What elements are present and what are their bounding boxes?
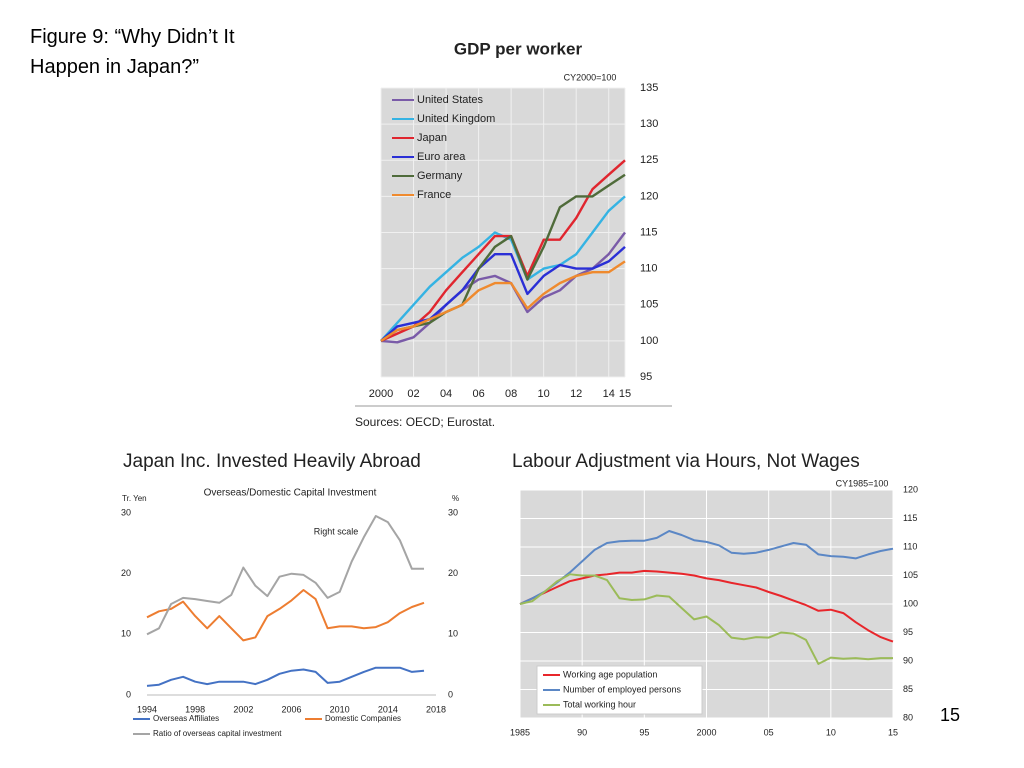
chart-title: Japan Inc. Invested Heavily Abroad: [123, 451, 421, 472]
y-tick-label: 85: [903, 684, 913, 694]
series-line: [146, 589, 425, 642]
y-tick-label: 100: [640, 335, 658, 347]
x-tick-label: 12: [570, 388, 582, 400]
legend-label: Working age population: [563, 669, 657, 679]
x-tick-label: 1985: [510, 727, 530, 737]
series-line: [146, 666, 425, 687]
series-line: [380, 246, 626, 342]
slide-title: Figure 9: “Why Didn’t It Happen in Japan…: [30, 26, 235, 78]
series-line: [380, 231, 626, 344]
x-tick-label: 2000: [369, 388, 393, 400]
x-tick-label: 95: [639, 727, 649, 737]
legend-label: United Kingdom: [417, 113, 495, 125]
x-tick-label: 2018: [426, 704, 446, 714]
series-line: [146, 515, 424, 636]
y-tick-label: 130: [640, 118, 658, 130]
y2-axis-label: %: [452, 494, 459, 503]
y-tick-label: 0: [126, 689, 131, 699]
y-tick-label: 20: [121, 568, 131, 578]
series-line: [519, 530, 894, 605]
legend-label: Japan: [417, 132, 447, 144]
x-tick-label: 2000: [696, 727, 716, 737]
legend-label: Overseas Affiliates: [153, 714, 219, 723]
x-tick-label: 90: [577, 727, 587, 737]
y-tick-label: 110: [640, 263, 658, 275]
y-axis-label: Tr. Yen: [122, 494, 147, 503]
x-tick-label: 05: [764, 727, 774, 737]
legend-label: Domestic Companies: [325, 714, 401, 723]
x-tick-label: 1998: [185, 704, 205, 714]
y-tick-label: 135: [640, 82, 658, 94]
y-tick-label: 95: [903, 627, 913, 637]
annotation: CY2000=100: [564, 72, 617, 82]
y-tick-label: 125: [640, 154, 658, 166]
y-tick-label: 105: [903, 570, 918, 580]
legend-label: Total working hour: [563, 699, 636, 709]
source: Sources: OECD; Eurostat.: [355, 415, 495, 429]
chart-subtitle: Overseas/Domestic Capital Investment: [204, 488, 377, 499]
x-tick-label: 1994: [137, 704, 157, 714]
x-tick-label: 08: [505, 388, 517, 400]
y-tick-label: 120: [903, 484, 918, 494]
y2-tick-label: 0: [448, 689, 453, 699]
legend-box: [536, 665, 703, 715]
x-tick-label: 2010: [330, 704, 350, 714]
legend-label: United States: [417, 94, 484, 106]
legend-label: Germany: [417, 170, 463, 182]
chart-title: GDP per worker: [454, 39, 583, 58]
y-tick-label: 115: [903, 513, 917, 523]
y-tick-label: 30: [121, 507, 131, 517]
x-tick-label: 2006: [281, 704, 301, 714]
y-tick-label: 115: [640, 226, 658, 238]
x-tick-label: 2002: [233, 704, 253, 714]
series-line: [380, 159, 626, 342]
y-tick-label: 80: [903, 712, 913, 722]
x-tick-label: 15: [888, 727, 898, 737]
x-tick-label: 04: [440, 388, 452, 400]
series-line: [380, 173, 626, 342]
page-number: 15: [940, 705, 961, 725]
x-tick-label: 15: [619, 388, 631, 400]
y2-tick-label: 10: [448, 629, 458, 639]
legend-label: Euro area: [417, 151, 466, 163]
annotation: CY1985=100: [836, 478, 889, 488]
legend-label: France: [417, 189, 451, 201]
chart-title: Labour Adjustment via Hours, Not Wages: [512, 451, 860, 472]
x-tick-label: 02: [407, 388, 419, 400]
y-tick-label: 100: [903, 598, 918, 608]
x-tick-label: 10: [538, 388, 550, 400]
series-line: [380, 260, 626, 342]
annotation: Right scale: [314, 526, 359, 536]
y-tick-label: 105: [640, 299, 658, 311]
x-tick-label: 10: [826, 727, 836, 737]
y-tick-label: 95: [640, 371, 652, 383]
y-tick-label: 10: [121, 629, 131, 639]
y2-tick-label: 20: [448, 568, 458, 578]
legend-label: Ratio of overseas capital investment: [153, 729, 282, 738]
y-tick-label: 120: [640, 190, 658, 202]
x-tick-label: 06: [472, 388, 484, 400]
y2-tick-label: 30: [448, 507, 458, 517]
y-tick-label: 110: [903, 541, 917, 551]
legend-label: Number of employed persons: [563, 684, 682, 694]
y-tick-label: 90: [903, 655, 913, 665]
series-line: [519, 573, 893, 665]
series-line: [519, 569, 894, 643]
x-tick-label: 14: [603, 388, 615, 400]
x-tick-label: 2014: [378, 704, 398, 714]
